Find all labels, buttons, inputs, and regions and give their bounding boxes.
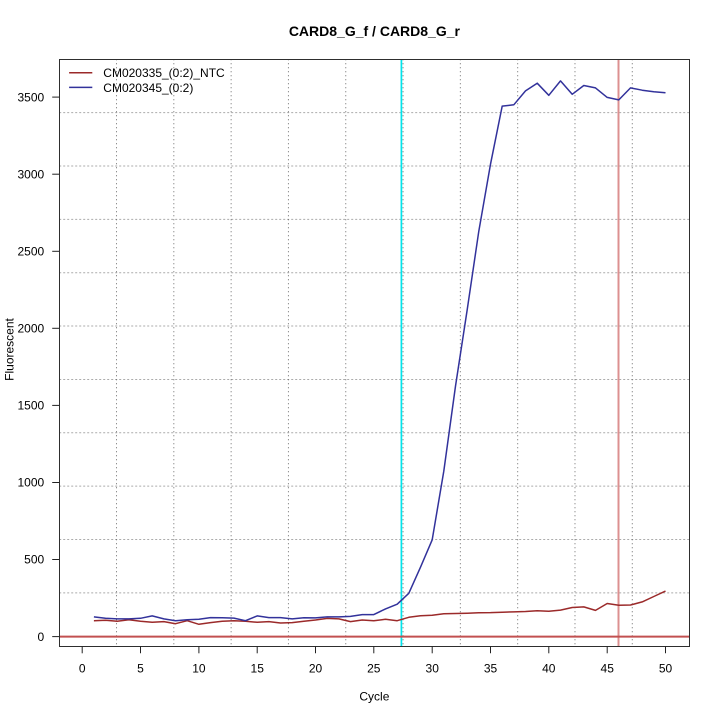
- svg-text:CM020335_(0:2)_NTC: CM020335_(0:2)_NTC: [103, 66, 225, 80]
- svg-text:500: 500: [24, 553, 44, 567]
- svg-text:CM020345_(0:2): CM020345_(0:2): [103, 81, 193, 95]
- svg-text:40: 40: [542, 662, 556, 676]
- svg-text:1500: 1500: [17, 399, 44, 413]
- svg-text:15: 15: [251, 662, 265, 676]
- svg-text:25: 25: [367, 662, 381, 676]
- svg-text:Fluorescent: Fluorescent: [3, 317, 17, 380]
- svg-text:Cycle: Cycle: [359, 690, 389, 704]
- svg-text:0: 0: [79, 662, 86, 676]
- svg-text:5: 5: [137, 662, 144, 676]
- svg-text:CARD8_G_f / CARD8_G_r: CARD8_G_f / CARD8_G_r: [289, 23, 461, 39]
- svg-text:1000: 1000: [17, 476, 44, 490]
- svg-text:0: 0: [38, 630, 45, 644]
- svg-text:35: 35: [484, 662, 498, 676]
- svg-text:50: 50: [659, 662, 673, 676]
- svg-text:20: 20: [309, 662, 323, 676]
- svg-text:2000: 2000: [17, 322, 44, 336]
- svg-text:3500: 3500: [17, 90, 44, 104]
- svg-text:2500: 2500: [17, 245, 44, 259]
- svg-text:10: 10: [192, 662, 206, 676]
- svg-text:45: 45: [601, 662, 615, 676]
- svg-text:3000: 3000: [17, 167, 44, 181]
- svg-text:30: 30: [426, 662, 440, 676]
